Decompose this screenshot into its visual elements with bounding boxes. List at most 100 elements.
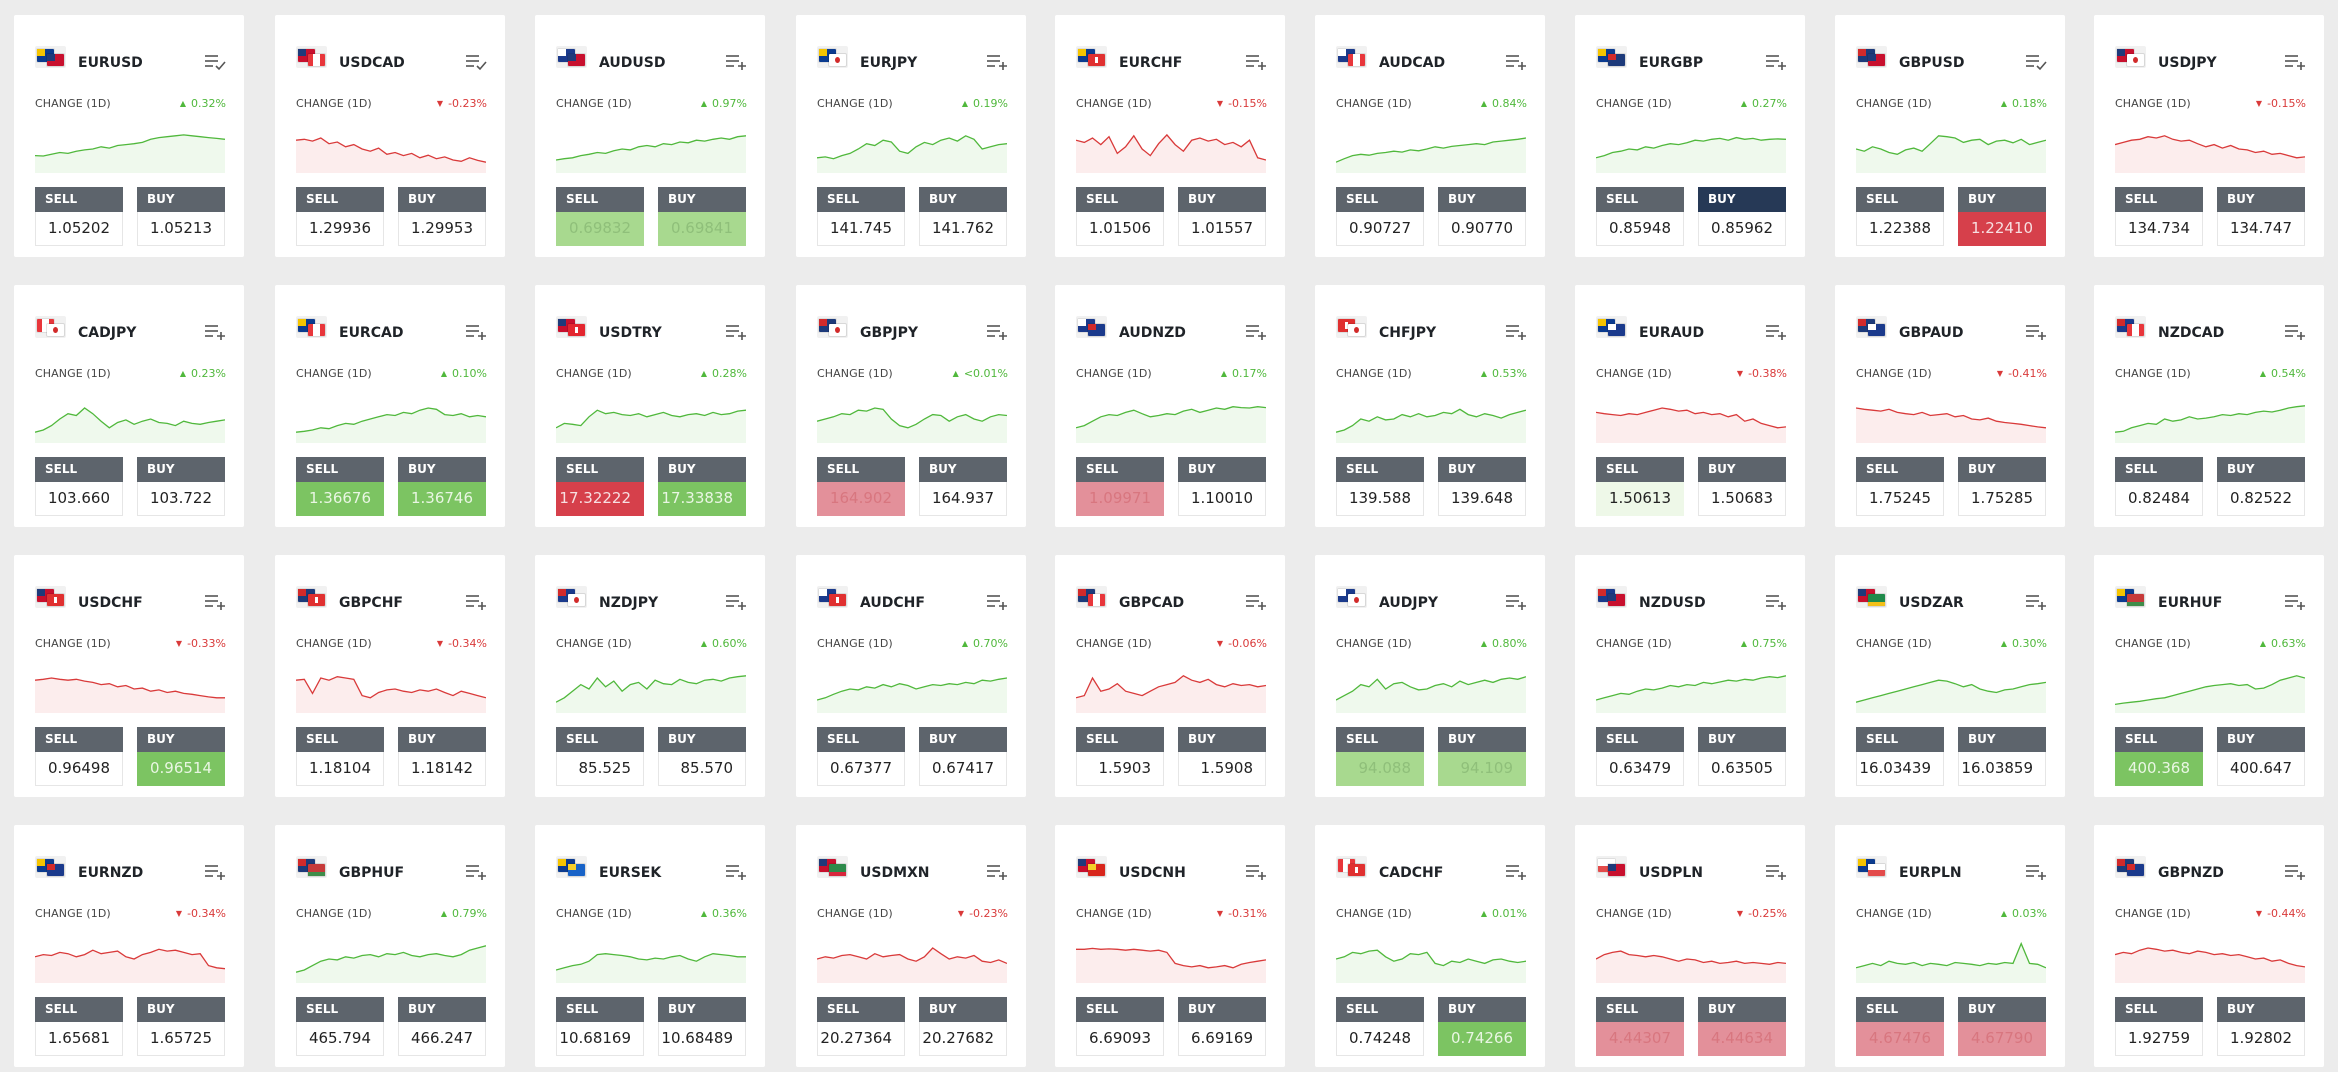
pair-card-gbpjpy[interactable]: GBPJPY CHANGE (1D) ▲ <0.01% SELL BUY 164.902 16… — [796, 285, 1026, 527]
watchlist-button[interactable] — [986, 863, 1008, 881]
buy-button[interactable]: BUY — [1698, 997, 1786, 1022]
buy-button[interactable]: BUY — [1178, 997, 1266, 1022]
pair-card-audcad[interactable]: AUDCAD CHANGE (1D) ▲ 0.84% SELL BUY 0.90727 0.9… — [1315, 15, 1545, 257]
pair-card-audnzd[interactable]: AUDNZD CHANGE (1D) ▲ 0.17% SELL BUY 1.09971 1.1… — [1055, 285, 1285, 527]
sell-price[interactable]: 0.63479 — [1596, 752, 1684, 786]
buy-price[interactable]: 10.68489 — [658, 1022, 746, 1056]
watchlist-button[interactable] — [725, 323, 747, 341]
sell-button[interactable]: SELL — [296, 187, 384, 212]
pair-card-usdtry[interactable]: USDTRY CHANGE (1D) ▲ 0.28% SELL BUY 17.32222 17… — [535, 285, 765, 527]
buy-price[interactable]: 0.69841 — [658, 212, 746, 246]
pair-card-audjpy[interactable]: AUDJPY CHANGE (1D) ▲ 0.80% SELL BUY 94.088 94.1… — [1315, 555, 1545, 797]
sell-price[interactable]: 0.82484 — [2115, 482, 2203, 516]
buy-price[interactable]: 103.722 — [137, 482, 225, 516]
watchlist-button[interactable] — [204, 53, 226, 71]
sell-button[interactable]: SELL — [1596, 187, 1684, 212]
sell-price[interactable]: 1.50613 — [1596, 482, 1684, 516]
buy-price[interactable]: 134.747 — [2217, 212, 2305, 246]
pair-card-eurhuf[interactable]: EURHUF CHANGE (1D) ▲ 0.63% SELL BUY 400.368 400… — [2094, 555, 2324, 797]
watchlist-button[interactable] — [986, 53, 1008, 71]
watchlist-button[interactable] — [1765, 323, 1787, 341]
sell-price[interactable]: 1.36676 — [296, 482, 384, 516]
buy-button[interactable]: BUY — [1958, 457, 2046, 482]
pair-card-audchf[interactable]: AUDCHF CHANGE (1D) ▲ 0.70% SELL BUY 0.67377 0.6… — [796, 555, 1026, 797]
buy-button[interactable]: BUY — [2217, 997, 2305, 1022]
buy-price[interactable]: 0.82522 — [2217, 482, 2305, 516]
sell-price[interactable]: 103.660 — [35, 482, 123, 516]
buy-button[interactable]: BUY — [398, 457, 486, 482]
pair-card-audusd[interactable]: AUDUSD CHANGE (1D) ▲ 0.97% SELL BUY 0.69832 0.6… — [535, 15, 765, 257]
buy-button[interactable]: BUY — [2217, 727, 2305, 752]
sell-button[interactable]: SELL — [296, 997, 384, 1022]
watchlist-button[interactable] — [1245, 593, 1267, 611]
pair-card-usdcad[interactable]: USDCAD CHANGE (1D) ▼ -0.23% SELL BUY 1.29936 1.… — [275, 15, 505, 257]
buy-price[interactable]: 164.937 — [919, 482, 1007, 516]
buy-price[interactable]: 0.90770 — [1438, 212, 1526, 246]
watchlist-button[interactable] — [1765, 863, 1787, 881]
buy-button[interactable]: BUY — [137, 457, 225, 482]
pair-card-gbpchf[interactable]: GBPCHF CHANGE (1D) ▼ -0.34% SELL BUY 1.18104 1.… — [275, 555, 505, 797]
watchlist-button[interactable] — [2025, 323, 2047, 341]
buy-button[interactable]: BUY — [1958, 727, 2046, 752]
sell-price[interactable]: 139.588 — [1336, 482, 1424, 516]
buy-price[interactable]: 16.03859 — [1958, 752, 2046, 786]
sell-button[interactable]: SELL — [556, 727, 644, 752]
buy-button[interactable]: BUY — [398, 187, 486, 212]
buy-button[interactable]: BUY — [1178, 187, 1266, 212]
watchlist-button[interactable] — [2025, 863, 2047, 881]
sell-price[interactable]: 0.90727 — [1336, 212, 1424, 246]
sell-button[interactable]: SELL — [817, 457, 905, 482]
sell-price[interactable]: 0.69832 — [556, 212, 644, 246]
watchlist-button[interactable] — [2025, 593, 2047, 611]
buy-price[interactable]: 1.29953 — [398, 212, 486, 246]
sell-price[interactable]: 465.794 — [296, 1022, 384, 1056]
pair-card-eurjpy[interactable]: EURJPY CHANGE (1D) ▲ 0.19% SELL BUY 141.745 141… — [796, 15, 1026, 257]
watchlist-button[interactable] — [2284, 323, 2306, 341]
sell-button[interactable]: SELL — [1856, 187, 1944, 212]
sell-price[interactable]: 1.75245 — [1856, 482, 1944, 516]
pair-card-eursek[interactable]: EURSEK CHANGE (1D) ▲ 0.36% SELL BUY 10.68169 10… — [535, 825, 765, 1067]
buy-price[interactable]: 1.22410 — [1958, 212, 2046, 246]
buy-price[interactable]: 139.648 — [1438, 482, 1526, 516]
buy-price[interactable]: 20.27682 — [919, 1022, 1007, 1056]
buy-button[interactable]: BUY — [1958, 187, 2046, 212]
watchlist-button[interactable] — [1505, 323, 1527, 341]
sell-price[interactable]: 1.29936 — [296, 212, 384, 246]
sell-button[interactable]: SELL — [817, 727, 905, 752]
buy-price[interactable]: 85.570 — [658, 752, 746, 786]
watchlist-button[interactable] — [1765, 53, 1787, 71]
sell-button[interactable]: SELL — [2115, 727, 2203, 752]
buy-price[interactable]: 1.75285 — [1958, 482, 2046, 516]
sell-button[interactable]: SELL — [1076, 997, 1164, 1022]
sell-button[interactable]: SELL — [2115, 997, 2203, 1022]
sell-button[interactable]: SELL — [556, 187, 644, 212]
sell-price[interactable]: 141.745 — [817, 212, 905, 246]
watchlist-button[interactable] — [2284, 53, 2306, 71]
buy-button[interactable]: BUY — [137, 727, 225, 752]
pair-card-usdcnh[interactable]: USDCNH CHANGE (1D) ▼ -0.31% SELL BUY 6.69093 6.… — [1055, 825, 1285, 1067]
sell-price[interactable]: 20.27364 — [817, 1022, 905, 1056]
buy-button[interactable]: BUY — [1178, 727, 1266, 752]
watchlist-button[interactable] — [725, 593, 747, 611]
buy-button[interactable]: BUY — [658, 457, 746, 482]
buy-button[interactable]: BUY — [1438, 457, 1526, 482]
sell-price[interactable]: 85.525 — [556, 752, 644, 786]
sell-button[interactable]: SELL — [1076, 187, 1164, 212]
buy-price[interactable]: 1.10010 — [1178, 482, 1266, 516]
watchlist-button[interactable] — [1505, 863, 1527, 881]
buy-button[interactable]: BUY — [137, 187, 225, 212]
sell-button[interactable]: SELL — [1856, 727, 1944, 752]
sell-button[interactable]: SELL — [1856, 457, 1944, 482]
watchlist-button[interactable] — [204, 863, 226, 881]
buy-button[interactable]: BUY — [2217, 187, 2305, 212]
sell-price[interactable]: 1.5903 — [1076, 752, 1164, 786]
pair-card-eurchf[interactable]: EURCHF CHANGE (1D) ▼ -0.15% SELL BUY 1.01506 1.… — [1055, 15, 1285, 257]
watchlist-button[interactable] — [204, 323, 226, 341]
pair-card-eurusd[interactable]: EURUSD CHANGE (1D) ▲ 0.32% SELL BUY 1.05202 1.0… — [14, 15, 244, 257]
pair-card-cadchf[interactable]: CADCHF CHANGE (1D) ▲ 0.01% SELL BUY 0.74248 0.7… — [1315, 825, 1545, 1067]
pair-card-nzdjpy[interactable]: NZDJPY CHANGE (1D) ▲ 0.60% SELL BUY 85.525 85.5… — [535, 555, 765, 797]
buy-button[interactable]: BUY — [398, 997, 486, 1022]
watchlist-button[interactable] — [204, 593, 226, 611]
pair-card-gbpusd[interactable]: GBPUSD CHANGE (1D) ▲ 0.18% SELL BUY 1.22388 1.2… — [1835, 15, 2065, 257]
pair-card-gbpnzd[interactable]: GBPNZD CHANGE (1D) ▼ -0.44% SELL BUY 1.92759 1.… — [2094, 825, 2324, 1067]
